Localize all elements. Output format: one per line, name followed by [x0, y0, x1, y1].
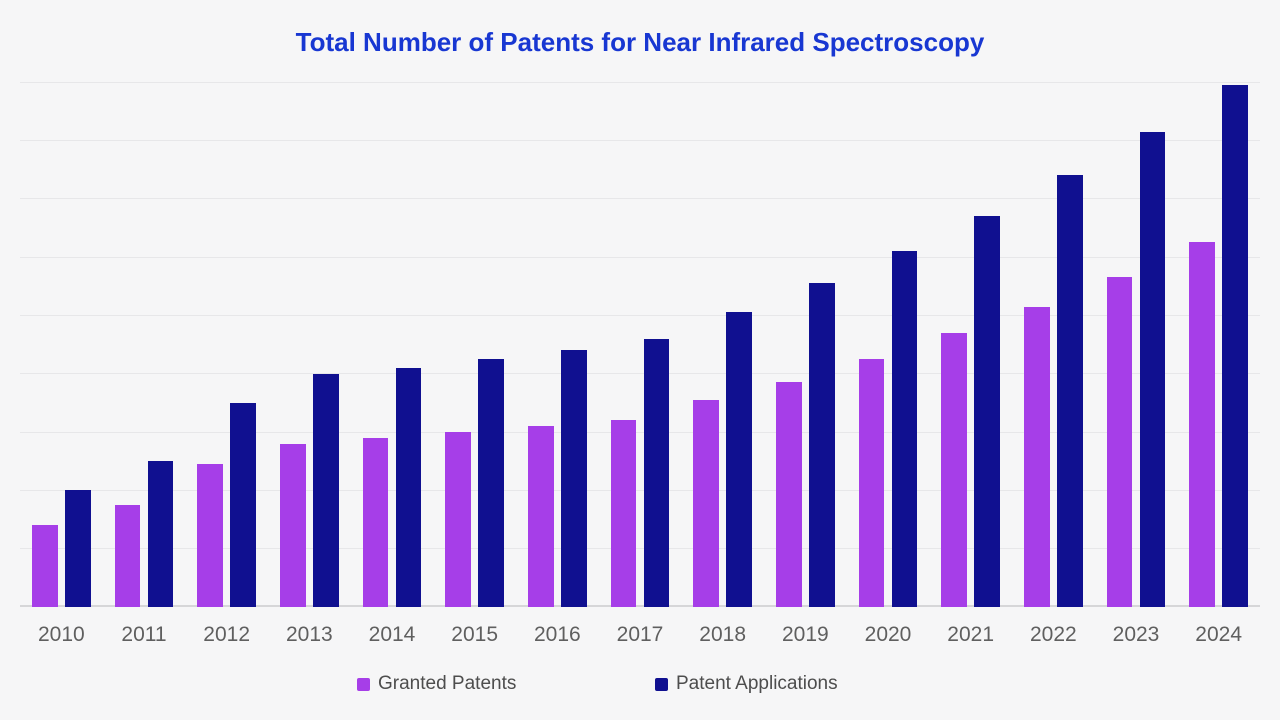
bar-patent-applications-2020[interactable]	[891, 251, 918, 607]
bar-patent-applications-2018[interactable]	[726, 312, 752, 607]
bar-granted-patents-2022[interactable]	[1024, 306, 1050, 607]
bar-granted-patents-2015[interactable]	[445, 432, 471, 607]
x-axis-label-2011: 2011	[121, 623, 167, 646]
legend-swatch-patent-applications	[655, 677, 668, 691]
bar-granted-patents-2018[interactable]	[693, 399, 719, 607]
bar-granted-patents-2024[interactable]	[1189, 242, 1215, 607]
x-axis-label-2010: 2010	[37, 623, 85, 646]
gridline	[20, 198, 1260, 200]
x-axis-label-2022: 2022	[1029, 623, 1077, 646]
gridline	[20, 139, 1260, 141]
bar-patent-applications-2014[interactable]	[395, 367, 422, 607]
bar-granted-patents-2010[interactable]	[32, 525, 58, 607]
x-axis-baseline	[20, 605, 1260, 607]
bar-granted-patents-2014[interactable]	[362, 437, 389, 607]
bar-granted-patents-2011[interactable]	[114, 504, 141, 607]
bar-granted-patents-2012[interactable]	[197, 464, 223, 607]
bar-patent-applications-2010[interactable]	[65, 490, 91, 607]
gridline	[20, 489, 1260, 491]
gridline	[20, 256, 1260, 258]
bar-patent-applications-2024[interactable]	[1222, 84, 1248, 607]
bar-patent-applications-2021[interactable]	[974, 216, 1000, 607]
bar-granted-patents-2017[interactable]	[610, 420, 637, 607]
bar-patent-applications-2017[interactable]	[643, 338, 670, 607]
x-axis-label-2023: 2023	[1112, 623, 1160, 646]
x-axis-label-2024: 2024	[1195, 623, 1243, 646]
legend-label-granted-patents: Granted Patents	[378, 673, 517, 694]
legend-label-patent-applications: Patent Applications	[676, 673, 838, 694]
bar-patent-applications-2013[interactable]	[313, 373, 339, 607]
legend-swatch-granted-patents	[357, 677, 370, 691]
x-axis-label-2020: 2020	[864, 623, 912, 646]
bar-granted-patents-2013[interactable]	[280, 443, 306, 607]
bar-patent-applications-2023[interactable]	[1139, 131, 1166, 607]
bar-granted-patents-2019[interactable]	[776, 382, 802, 607]
bar-granted-patents-2016[interactable]	[528, 426, 554, 607]
bar-granted-patents-2020[interactable]	[858, 359, 885, 607]
gridline	[20, 81, 1260, 83]
x-axis: 2010 2011 2012 2013 2014 2015 2016 2017 2018 2019…	[20, 620, 1260, 650]
bar-patent-applications-2011[interactable]	[147, 461, 174, 607]
x-axis-label-2018: 2018	[699, 623, 747, 646]
x-axis-label-2016: 2016	[533, 623, 581, 646]
x-axis-label-2015: 2015	[451, 623, 499, 646]
legend-item-granted-patents[interactable]: Granted Patents	[357, 670, 516, 698]
gridline	[20, 548, 1260, 550]
plot-area	[20, 81, 1260, 607]
bar-patent-applications-2019[interactable]	[809, 283, 835, 607]
x-axis-label-2019: 2019	[781, 623, 829, 646]
x-axis-label-2014: 2014	[368, 623, 416, 646]
bar-patent-applications-2015[interactable]	[478, 359, 504, 607]
gridline	[20, 431, 1260, 433]
bar-patent-applications-2016[interactable]	[561, 350, 587, 607]
x-axis-label-2021: 2021	[947, 623, 995, 646]
x-axis-label-2017: 2017	[616, 623, 664, 646]
bar-granted-patents-2021[interactable]	[941, 332, 967, 607]
bar-patent-applications-2022[interactable]	[1057, 175, 1083, 607]
x-axis-label-2013: 2013	[285, 623, 333, 646]
legend: Granted Patents Patent Applications	[0, 670, 1280, 698]
bar-granted-patents-2023[interactable]	[1106, 277, 1133, 607]
gridline	[20, 373, 1260, 375]
chart-title: Total Number of Patents for Near Infrare…	[295, 27, 985, 57]
legend-item-patent-applications[interactable]: Patent Applications	[655, 670, 838, 698]
bar-patent-applications-2012[interactable]	[230, 402, 256, 607]
x-axis-label-2012: 2012	[203, 623, 251, 646]
gridline	[20, 314, 1260, 316]
